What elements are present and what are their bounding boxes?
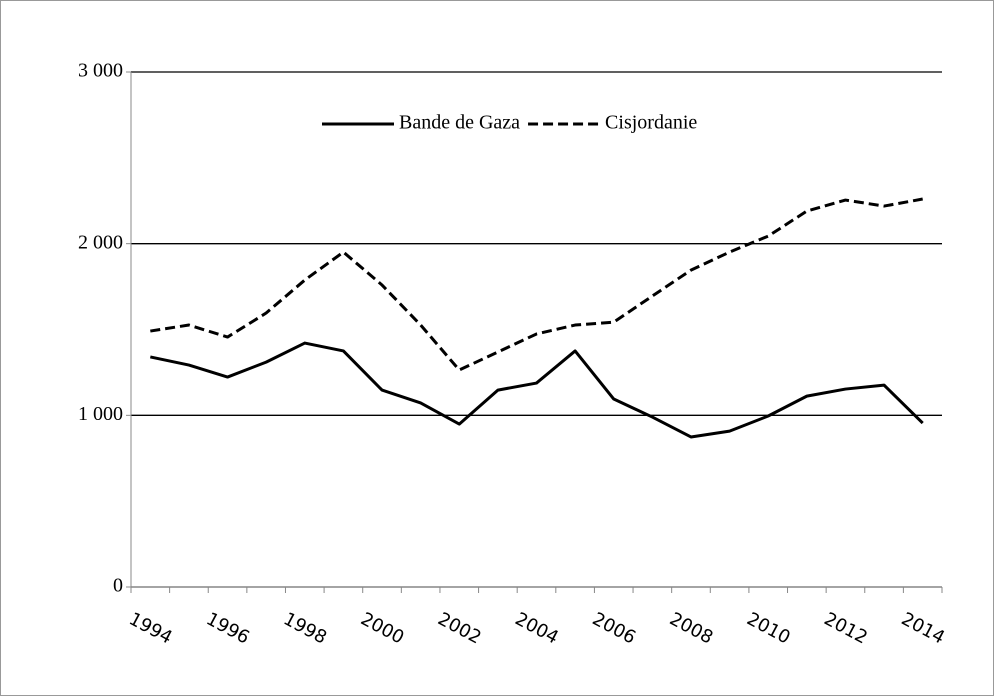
x-tick-label: 2004 [512, 609, 562, 649]
legend-label: Bande de Gaza [399, 112, 520, 134]
x-tick-label: 1998 [280, 609, 330, 649]
y-tick-label: 2 000 [78, 231, 123, 253]
line-series [150, 341, 924, 439]
legend-label: Cisjordanie [605, 112, 697, 134]
x-tick-label: 2008 [666, 609, 716, 649]
line-series [150, 197, 923, 372]
x-tick-label: 1996 [203, 609, 253, 649]
x-tick-label: 2012 [821, 609, 871, 649]
x-tick-label: 1994 [125, 609, 175, 649]
x-tick-label: 2014 [898, 609, 948, 649]
x-tick-label: 2010 [743, 609, 793, 649]
x-tick-label: 2006 [589, 609, 639, 649]
x-tick-label: 2002 [434, 609, 484, 649]
y-tick-label: 0 [113, 575, 123, 597]
y-tick-label: 3 000 [78, 60, 123, 82]
y-tick-label: 1 000 [78, 403, 123, 425]
x-tick-label: 2000 [357, 609, 407, 649]
